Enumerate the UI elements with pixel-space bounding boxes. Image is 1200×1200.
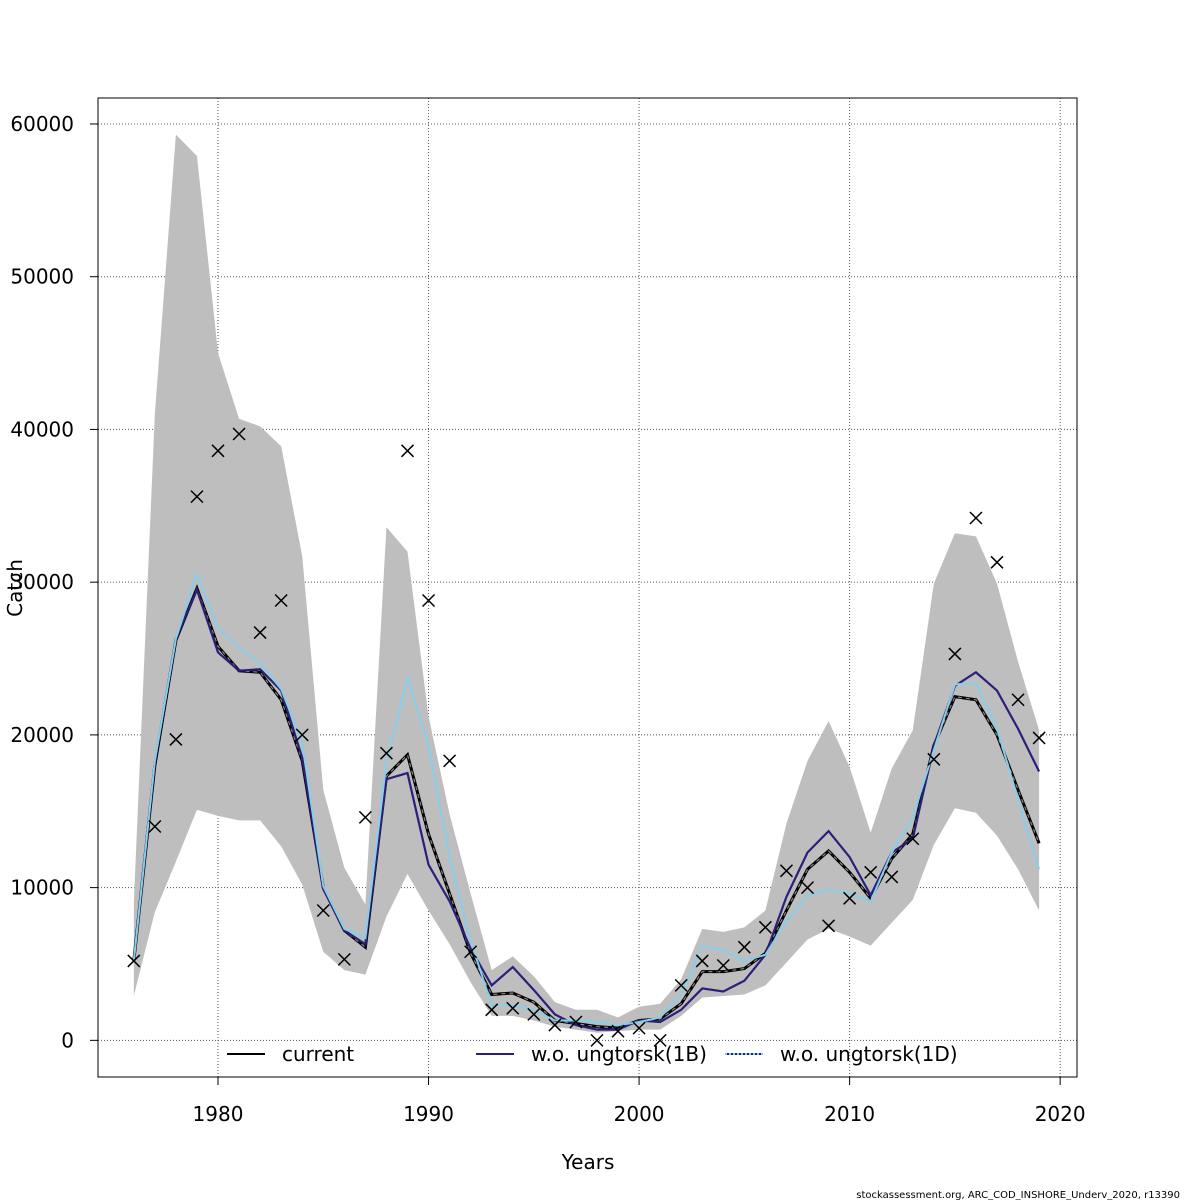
x-tick-label: 2000 [614,1102,665,1126]
observed-point [906,832,920,846]
series-line-current [132,584,1041,1030]
y-tick-label: 40000 [10,417,74,441]
observed-point [674,978,688,992]
observed-point [695,954,709,968]
x-axis: 1980 1990 2000 2010 2020 [193,1076,1086,1126]
observed-point [716,958,730,973]
series-lines [132,571,1041,1031]
observed-point [400,444,415,458]
observed-point [274,593,288,608]
legend-label-ungtorsk-1b: w.o. ungtorsk(1B) [531,1042,707,1066]
observed-point [927,752,941,766]
observed-point [843,891,857,905]
observed-point [211,444,225,458]
series-line-ungtorsk-1d [132,571,1041,1027]
x-tick-label: 1980 [193,1102,244,1126]
observed-point [464,945,478,959]
observed-point [779,864,793,878]
observed-point [337,952,351,966]
observed-point [822,919,836,933]
legend-label-current: current [282,1042,354,1066]
x-axis-title: Years [561,1150,615,1174]
observed-point [632,1021,646,1035]
observed-point [948,647,962,661]
y-tick-label: 10000 [10,876,74,900]
observed-point [1011,693,1025,707]
observed-point [316,903,330,918]
observed-point [653,1033,667,1047]
y-axis: 0 10000 20000 30000 40000 50000 60000 [10,112,98,1052]
y-tick-label: 60000 [10,112,74,136]
y-axis-title: Catch [3,559,27,617]
observed-point [253,626,267,640]
y-tick-label: 0 [61,1028,74,1052]
confidence-band [133,134,1040,1033]
observed-point [148,819,162,834]
x-tick-label: 1990 [403,1102,454,1126]
y-tick-label: 50000 [10,265,74,289]
observed-points [127,427,1046,1047]
x-tick-label: 2020 [1035,1102,1086,1126]
observed-point [422,593,436,608]
legend-label-ungtorsk-1d: w.o. ungtorsk(1D) [780,1042,958,1066]
observed-point [485,1003,499,1017]
observed-point [990,555,1004,569]
observed-point [758,920,772,934]
observed-point [506,1001,520,1015]
x-tick-label: 2010 [824,1102,875,1126]
observed-point [169,732,183,746]
observed-point [969,511,983,525]
observed-point [443,754,457,768]
observed-point [590,1033,604,1047]
observed-point [864,865,878,879]
observed-point [548,1018,562,1032]
legend: current w.o. ungtorsk(1B) w.o. ungtorsk(… [227,1042,958,1066]
observed-point [232,427,246,441]
footer-credit: stockassessment.org, ARC_COD_INSHORE_Und… [856,1190,1180,1200]
observed-point [569,1015,583,1029]
observed-point [1032,731,1046,745]
observed-point [379,746,393,760]
grid-lines [98,98,1077,1077]
y-tick-label: 30000 [10,570,74,594]
observed-point [611,1024,625,1038]
observed-point [190,490,204,504]
y-tick-label: 20000 [10,723,74,747]
observed-point [295,728,309,742]
observed-point [885,870,899,884]
observed-point [527,1007,541,1021]
observed-point [800,881,815,895]
confidence-band-area [133,134,1040,1033]
observed-point [737,940,751,954]
observed-point [127,954,141,968]
observed-point [358,810,372,824]
